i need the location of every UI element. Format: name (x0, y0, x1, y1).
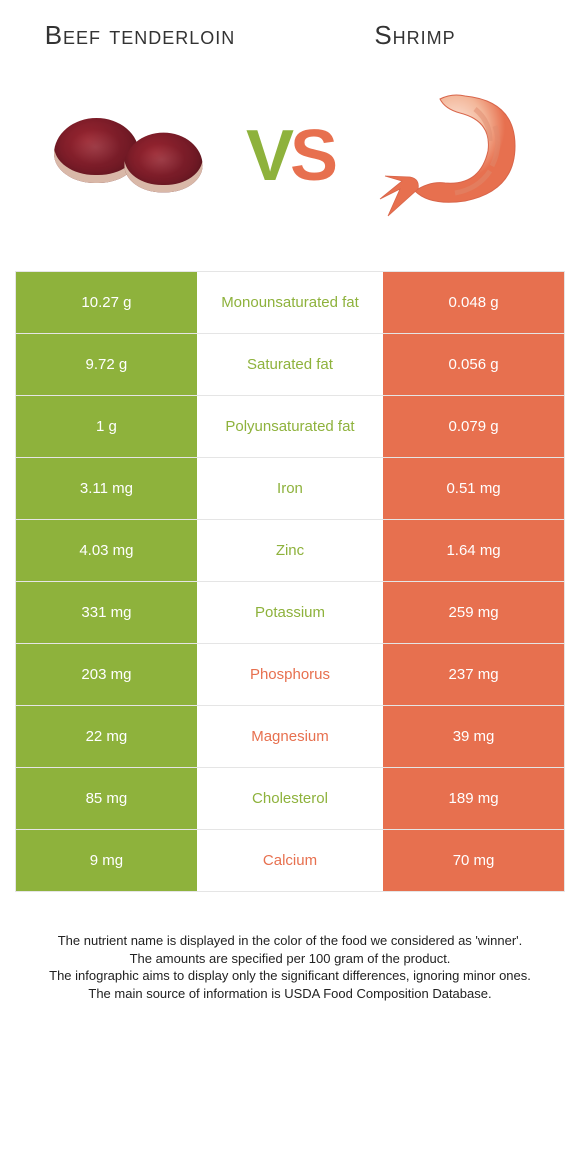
cell-nutrient-label: Cholesterol (197, 768, 383, 829)
title-left: Beef tenderloin (15, 20, 265, 51)
shrimp-image (344, 71, 555, 241)
footnote-line: The main source of information is USDA F… (45, 985, 535, 1003)
vs-v: V (246, 115, 290, 197)
footnote-line: The infographic aims to display only the… (45, 967, 535, 985)
cell-nutrient-label: Monounsaturated fat (197, 272, 383, 333)
cell-nutrient-label: Phosphorus (197, 644, 383, 705)
cell-nutrient-label: Saturated fat (197, 334, 383, 395)
cell-left-value: 203 mg (16, 644, 197, 705)
cell-left-value: 331 mg (16, 582, 197, 643)
cell-left-value: 22 mg (16, 706, 197, 767)
table-row: 1 gPolyunsaturated fat0.079 g (16, 396, 564, 458)
table-row: 85 mgCholesterol189 mg (16, 768, 564, 830)
table-row: 203 mgPhosphorus237 mg (16, 644, 564, 706)
cell-right-value: 70 mg (383, 830, 564, 891)
title-right: Shrimp (265, 20, 565, 51)
table-row: 10.27 gMonounsaturated fat0.048 g (16, 272, 564, 334)
cell-nutrient-label: Potassium (197, 582, 383, 643)
cell-right-value: 0.51 mg (383, 458, 564, 519)
table-row: 4.03 mgZinc1.64 mg (16, 520, 564, 582)
cell-right-value: 237 mg (383, 644, 564, 705)
cell-left-value: 3.11 mg (16, 458, 197, 519)
vs-s: S (290, 115, 334, 197)
cell-nutrient-label: Magnesium (197, 706, 383, 767)
cell-right-value: 189 mg (383, 768, 564, 829)
cell-right-value: 259 mg (383, 582, 564, 643)
cell-left-value: 1 g (16, 396, 197, 457)
table-row: 331 mgPotassium259 mg (16, 582, 564, 644)
cell-right-value: 39 mg (383, 706, 564, 767)
cell-right-value: 0.079 g (383, 396, 564, 457)
table-row: 22 mgMagnesium39 mg (16, 706, 564, 768)
cell-left-value: 10.27 g (16, 272, 197, 333)
titles-row: Beef tenderloin Shrimp (15, 20, 565, 51)
cell-right-value: 0.048 g (383, 272, 564, 333)
vs-label: VS (236, 115, 344, 197)
cell-right-value: 0.056 g (383, 334, 564, 395)
cell-left-value: 4.03 mg (16, 520, 197, 581)
cell-left-value: 85 mg (16, 768, 197, 829)
hero-row: VS (15, 71, 565, 241)
comparison-table: 10.27 gMonounsaturated fat0.048 g9.72 gS… (15, 271, 565, 892)
beef-image (25, 71, 236, 241)
cell-nutrient-label: Polyunsaturated fat (197, 396, 383, 457)
cell-left-value: 9 mg (16, 830, 197, 891)
table-row: 3.11 mgIron0.51 mg (16, 458, 564, 520)
table-row: 9.72 gSaturated fat0.056 g (16, 334, 564, 396)
cell-nutrient-label: Zinc (197, 520, 383, 581)
cell-nutrient-label: Iron (197, 458, 383, 519)
cell-left-value: 9.72 g (16, 334, 197, 395)
footnote-line: The amounts are specified per 100 gram o… (45, 950, 535, 968)
footnote-line: The nutrient name is displayed in the co… (45, 932, 535, 950)
footnotes: The nutrient name is displayed in the co… (15, 892, 565, 1022)
cell-nutrient-label: Calcium (197, 830, 383, 891)
cell-right-value: 1.64 mg (383, 520, 564, 581)
table-row: 9 mgCalcium70 mg (16, 830, 564, 892)
